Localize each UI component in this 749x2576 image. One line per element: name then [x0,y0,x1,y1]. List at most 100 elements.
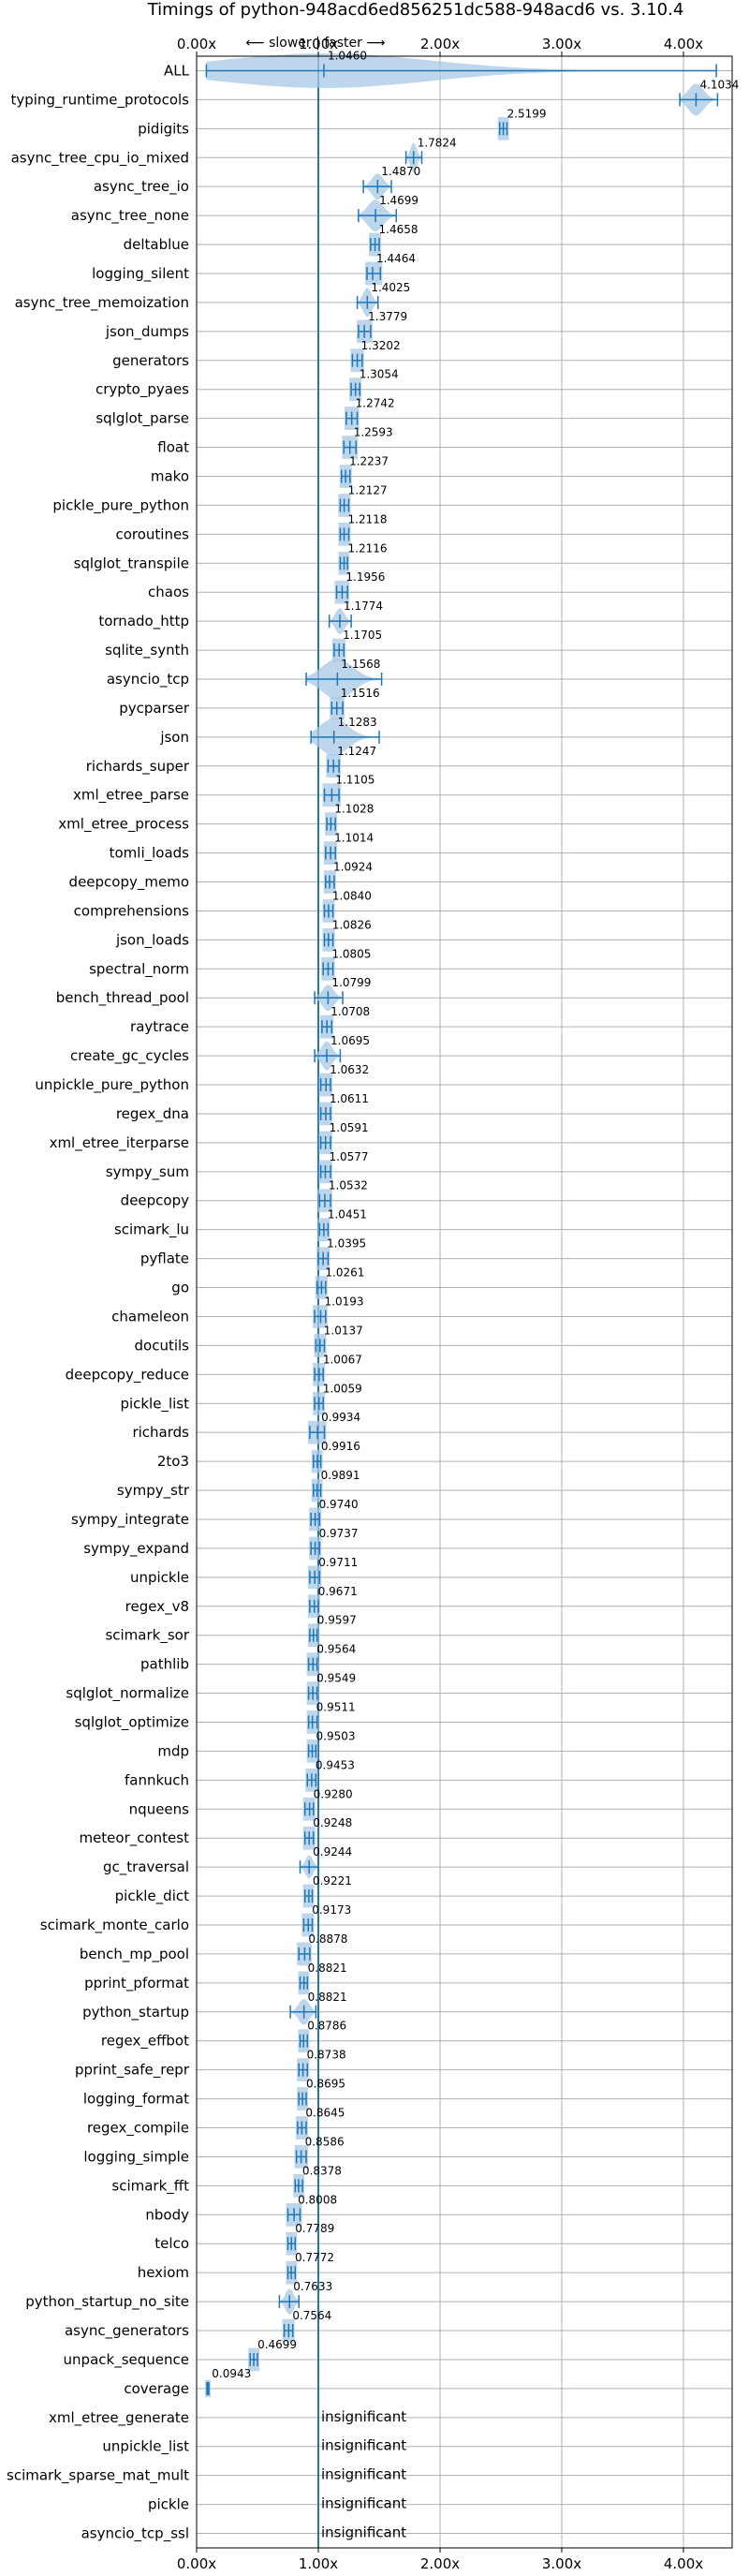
value-label: 2.5199 [507,107,547,120]
benchmark-row: async_generators 0.7564 [65,2309,331,2343]
benchmark-label: deltablue [124,236,189,253]
benchmark-label: scimark_monte_carlo [40,1917,189,1934]
value-label: 1.1247 [337,745,376,758]
benchmark-row: sympy_sum 1.0577 [106,1150,369,1184]
benchmark-label: chameleon [111,1308,189,1325]
benchmark-label: sqlglot_optimize [75,1713,189,1731]
value-label: 1.4658 [379,223,419,236]
benchmark-row: meteor_contest 0.9248 [79,1816,352,1850]
direction-annotation: ⟵ slower | faster ⟶ [246,36,386,51]
benchmark-row: python_startup_no_site 0.7633 [25,2280,332,2315]
benchmark-label: sympy_expand [83,1540,189,1558]
benchmark-row: sqlglot_transpile 1.2116 [74,541,388,575]
value-label: 0.9711 [318,1556,358,1569]
benchmark-row: generators 1.3202 [112,339,401,373]
benchmark-row: 2to3 0.9916 [157,1440,360,1473]
value-label: 1.1568 [341,658,380,671]
value-label: 1.1283 [338,716,377,729]
benchmark-row: pathlib 0.9564 [140,1643,356,1676]
benchmark-row: sympy_str 0.9891 [117,1469,360,1503]
benchmark-label: raytrace [130,1018,189,1035]
chart-title: Timings of python-948acd6ed856251dc588-9… [147,0,684,20]
value-label: 1.0591 [330,1121,369,1134]
value-label: 0.9248 [313,1816,352,1829]
benchmark-row: deepcopy_memo 1.0924 [69,861,373,894]
benchmark-row: ALL 1.0460 [164,49,717,88]
benchmark-label: xml_etree_parse [73,787,189,805]
benchmark-label: xml_etree_iterparse [50,1134,189,1152]
value-label: 0.8878 [308,1932,347,1946]
benchmark-row: nqueens 0.9280 [129,1787,353,1821]
benchmark-row: coroutines 1.2118 [115,512,388,546]
benchmark-row: bench_mp_pool 0.8878 [80,1932,347,1966]
x-tick-label-top: 3.00x [542,36,581,52]
benchmark-label: unpickle [130,1569,189,1586]
x-tick-label-top: 4.00x [664,36,703,52]
benchmark-label: hexiom [138,2264,189,2281]
benchmark-row: mako 1.2237 [151,454,389,488]
benchmark-row: logging_silent 1.4464 [92,252,416,286]
x-tick-label-top: 1.00x [299,36,338,52]
value-label: 1.3054 [360,368,399,381]
value-label: 1.4870 [381,165,420,178]
benchmark-label: 2to3 [157,1453,189,1470]
benchmark-row: pyflate 1.0395 [140,1237,366,1270]
benchmark-label: mdp [157,1742,189,1759]
value-label: 1.0840 [332,889,372,902]
benchmark-label: async_tree_none [71,207,189,225]
insignificant-label: insignificant [321,2466,406,2483]
benchmark-label: xml_etree_process [58,816,189,834]
benchmark-row: chameleon 1.0193 [111,1295,364,1328]
benchmark-row: scimark_sparse_mat_mult insignificant [7,2466,406,2485]
benchmark-label: float [157,439,189,456]
benchmark-row: sqlglot_optimize 0.9511 [75,1700,356,1734]
benchmark-row: xml_etree_parse 1.1105 [73,774,374,807]
value-label: 0.9503 [316,1729,356,1742]
value-label: 0.9737 [319,1527,359,1540]
value-label: 1.4025 [371,281,410,294]
benchmark-label: pidigits [138,120,189,137]
benchmark-row: xml_etree_process 1.1028 [58,803,374,836]
value-label: 0.8695 [306,2078,345,2091]
benchmark-row: create_gc_cycles 1.0695 [70,1034,370,1071]
benchmark-label: async_tree_cpu_io_mixed [11,149,189,167]
benchmark-row: go 1.0261 [171,1266,364,1299]
insignificant-label: insignificant [321,2495,406,2512]
benchmark-row: bench_thread_pool 1.0799 [56,976,371,1012]
benchmark-label: pyflate [140,1251,189,1267]
value-label: 0.4699 [257,2338,297,2351]
benchmark-row: coverage 0.0943 [124,2367,251,2398]
benchmark-label: comprehensions [74,902,190,919]
benchmark-row: async_tree_none 1.4699 [71,194,419,232]
benchmark-row: crypto_pyaes 1.3054 [95,368,399,402]
benchmark-row: tomli_loads 1.1014 [110,832,374,865]
benchmark-row: pprint_pformat 0.8821 [84,1962,347,1995]
value-label: 1.0395 [327,1237,366,1251]
value-label: 1.2127 [348,483,388,496]
benchmark-row: mdp 0.9503 [157,1729,356,1763]
benchmark-row: pidigits 2.5199 [138,107,547,141]
value-label: 0.8786 [307,2020,346,2033]
benchmark-label: logging_format [83,2091,189,2109]
benchmark-label: regex_effbot [101,2033,189,2050]
value-label: 1.1705 [343,629,382,642]
value-label: 1.0451 [328,1208,367,1221]
benchmark-row: scimark_lu 1.0451 [114,1208,367,1242]
value-label: 0.8821 [308,1991,347,2004]
value-label: 1.0532 [329,1179,368,1192]
benchmark-row: scimark_monte_carlo 0.9173 [40,1903,351,1937]
value-label: 1.0632 [330,1063,369,1076]
benchmark-label: python_startup [82,2004,189,2021]
benchmark-label: pickle [148,2496,189,2513]
benchmark-label: pickle_dict [115,1888,189,1905]
value-label: 1.1516 [341,687,380,700]
benchmark-row: scimark_fft 0.8378 [111,2164,342,2198]
value-label: 0.9564 [316,1643,356,1656]
benchmark-row: json 1.1283 [159,716,380,756]
benchmark-label: bench_mp_pool [80,1946,189,1963]
value-label: 1.0708 [330,1005,370,1018]
benchmark-label: tomli_loads [110,845,190,863]
value-label: 1.0261 [325,1266,364,1280]
benchmark-row: unpickle_pure_python 1.0632 [35,1063,369,1097]
value-label: 1.1774 [344,600,383,613]
